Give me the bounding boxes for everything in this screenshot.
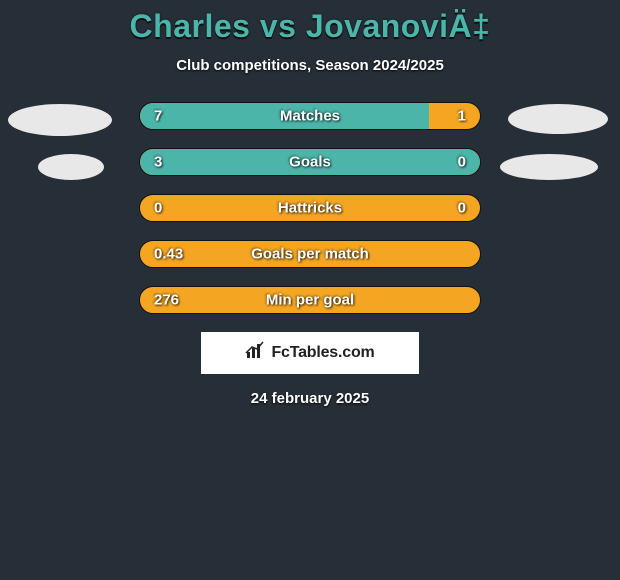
row-label: Hattricks: [278, 199, 342, 216]
decor-ellipse: [508, 104, 608, 134]
decor-ellipse: [8, 104, 112, 136]
row-label: Matches: [280, 107, 340, 124]
brand-badge[interactable]: FcTables.com: [201, 332, 419, 374]
left-value: 0.43: [154, 245, 183, 262]
decor-ellipse: [38, 154, 104, 180]
comparison-bar: 7 Matches 1: [139, 102, 481, 130]
row-label: Goals per match: [251, 245, 369, 262]
comparison-row: 276 Min per goal: [139, 286, 481, 314]
left-value: 7: [154, 107, 162, 124]
comparison-bars: 7 Matches 1 3 Goals 0 0 Hattricks 0 0.43 Goals per…: [139, 102, 481, 314]
row-label: Min per goal: [266, 291, 354, 308]
page-subtitle: Club competitions, Season 2024/2025: [0, 57, 620, 74]
right-value: 1: [458, 107, 466, 124]
right-value: 0: [458, 153, 466, 170]
comparison-row: 0 Hattricks 0: [139, 194, 481, 222]
comparison-row: 0.43 Goals per match: [139, 240, 481, 268]
comparison-bar: 0.43 Goals per match: [139, 240, 481, 268]
comparison-bar: 276 Min per goal: [139, 286, 481, 314]
date-stamp: 24 february 2025: [0, 390, 620, 407]
comparison-card: Charles vs JovanoviÄ‡ Club competitions,…: [0, 0, 620, 407]
brand-text: FcTables.com: [271, 344, 374, 362]
left-value: 0: [154, 199, 162, 216]
comparison-bar: 3 Goals 0: [139, 148, 481, 176]
comparison-arena: 7 Matches 1 3 Goals 0 0 Hattricks 0 0.43 Goals per…: [0, 102, 620, 407]
right-value: 0: [458, 199, 466, 216]
bar-chart-icon: [245, 340, 265, 365]
left-value: 276: [154, 291, 179, 308]
comparison-bar: 0 Hattricks 0: [139, 194, 481, 222]
comparison-row: 3 Goals 0: [139, 148, 481, 176]
comparison-row: 7 Matches 1: [139, 102, 481, 130]
decor-ellipse: [500, 154, 598, 180]
page-title: Charles vs JovanoviÄ‡: [0, 8, 620, 45]
left-value: 3: [154, 153, 162, 170]
row-label: Goals: [289, 153, 331, 170]
